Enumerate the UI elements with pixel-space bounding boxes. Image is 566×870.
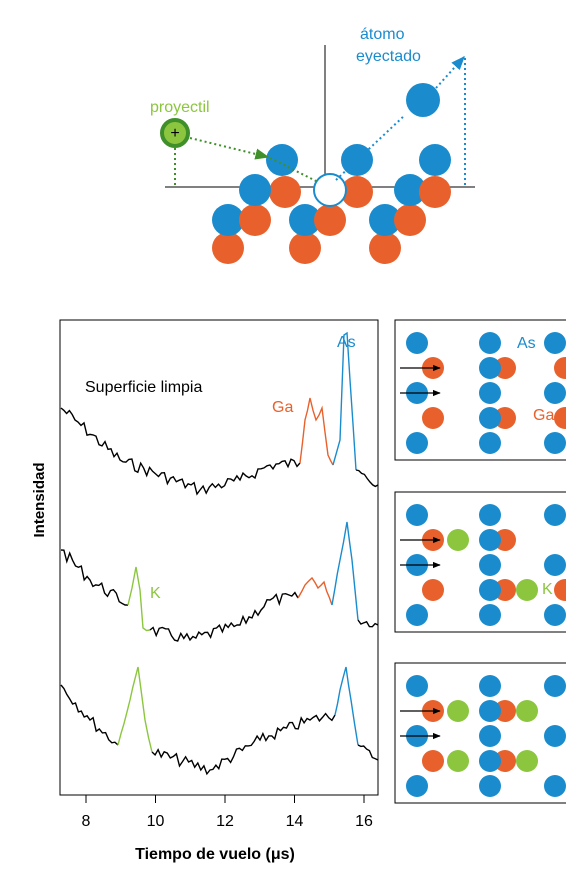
atom — [516, 700, 538, 722]
x-tick-label: 8 — [82, 813, 91, 830]
atom — [479, 725, 501, 747]
atom — [394, 204, 426, 236]
trace — [300, 398, 333, 465]
atom — [341, 144, 373, 176]
atom — [289, 232, 321, 264]
trajectory — [436, 57, 464, 88]
atom — [544, 504, 566, 526]
atom — [422, 407, 444, 429]
peak-label: Ga — [272, 399, 293, 416]
atom — [479, 604, 501, 626]
panel-label: As — [517, 335, 536, 352]
peak-label: K — [150, 585, 161, 602]
atom — [419, 144, 451, 176]
atom — [479, 407, 501, 429]
atom — [369, 232, 401, 264]
atom — [479, 432, 501, 454]
atom — [422, 579, 444, 601]
page: {"schematic": {"ejected_label": ["átomo"… — [0, 0, 566, 865]
atom — [479, 504, 501, 526]
ejected-label: átomo — [360, 26, 405, 43]
projectile-sign: + — [170, 125, 179, 142]
atom — [554, 579, 566, 601]
trace — [152, 714, 335, 774]
atom — [479, 750, 501, 772]
spectrum: Superficie limpia As Ga K Intensidad Tie… — [31, 320, 378, 863]
trajectory — [190, 138, 268, 157]
trace — [298, 578, 332, 605]
schematic: átomo eyectado proyectil + — [150, 26, 475, 264]
x-tick-label: 12 — [216, 813, 234, 830]
atom — [406, 504, 428, 526]
atom — [544, 725, 566, 747]
x-tick-label: 10 — [147, 813, 165, 830]
trace-label: Superficie limpia — [85, 379, 202, 396]
atom — [269, 176, 301, 208]
trace — [335, 667, 358, 745]
atom — [447, 700, 469, 722]
figure: átomo eyectado proyectil + Superficie li… — [0, 0, 566, 865]
atom — [516, 579, 538, 601]
atom — [239, 204, 271, 236]
atom — [479, 382, 501, 404]
atom — [479, 554, 501, 576]
trace — [332, 522, 358, 620]
atom — [544, 332, 566, 354]
atom — [447, 529, 469, 551]
atom — [516, 750, 538, 772]
trace — [118, 667, 152, 752]
body: átomo eyectado proyectil + Superficie li… — [0, 0, 566, 865]
atom — [554, 407, 566, 429]
atom — [212, 232, 244, 264]
atom — [479, 579, 501, 601]
atom — [419, 176, 451, 208]
atom — [266, 144, 298, 176]
atom — [406, 83, 440, 117]
atom — [479, 529, 501, 551]
atom — [554, 357, 566, 379]
trace — [61, 408, 300, 494]
atom — [406, 675, 428, 697]
atom — [479, 357, 501, 379]
atom — [406, 775, 428, 797]
trace — [358, 620, 378, 627]
atom — [447, 750, 469, 772]
panels: As Ga K — [395, 320, 566, 803]
atom — [479, 332, 501, 354]
y-axis-label: Intensidad — [31, 462, 48, 537]
atom — [479, 675, 501, 697]
projectile-label: proyectil — [150, 99, 210, 116]
trace — [358, 745, 378, 760]
atom — [314, 204, 346, 236]
atom — [544, 554, 566, 576]
atom — [239, 174, 271, 206]
ejected-label: eyectado — [356, 48, 421, 65]
atom — [544, 675, 566, 697]
atom — [544, 432, 566, 454]
atom — [406, 432, 428, 454]
atom — [479, 775, 501, 797]
x-axis-label: Tiempo de vuelo (μs) — [135, 846, 295, 863]
atom — [544, 775, 566, 797]
trace — [356, 470, 378, 486]
atom — [544, 382, 566, 404]
vacancy — [314, 174, 346, 206]
x-tick-label: 14 — [286, 813, 304, 830]
trace — [128, 567, 150, 631]
atom — [479, 700, 501, 722]
atom — [544, 604, 566, 626]
panel-label: Ga — [533, 407, 554, 424]
atom — [406, 332, 428, 354]
trace — [61, 685, 118, 745]
trace — [61, 550, 128, 605]
atom — [422, 750, 444, 772]
atom — [406, 604, 428, 626]
panel-label: K — [542, 581, 553, 598]
peak-label: As — [337, 334, 356, 351]
trace — [333, 333, 356, 470]
x-tick-label: 16 — [355, 813, 373, 830]
trace — [150, 593, 298, 641]
